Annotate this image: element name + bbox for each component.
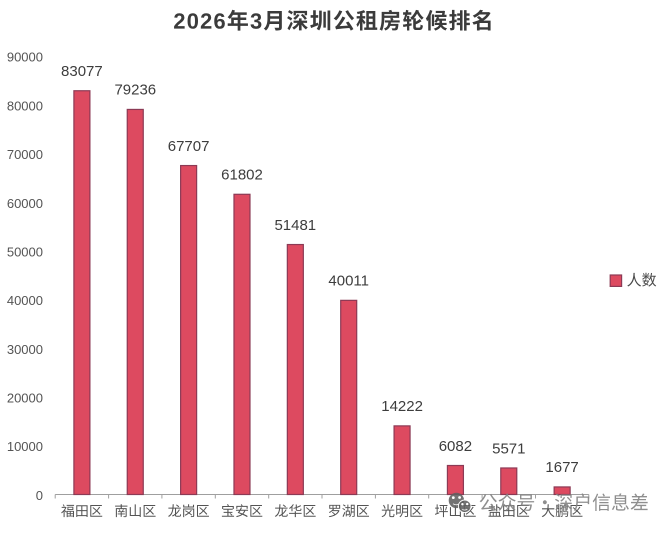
svg-text:5571: 5571 bbox=[492, 440, 525, 457]
svg-text:79236: 79236 bbox=[114, 82, 156, 99]
svg-text:30000: 30000 bbox=[7, 342, 43, 357]
svg-text:61802: 61802 bbox=[221, 167, 263, 184]
svg-text:50000: 50000 bbox=[7, 244, 43, 259]
svg-text:0: 0 bbox=[36, 488, 43, 503]
svg-text:80000: 80000 bbox=[7, 98, 43, 113]
svg-text:20000: 20000 bbox=[7, 391, 43, 406]
svg-text:60000: 60000 bbox=[7, 196, 43, 211]
svg-text:10000: 10000 bbox=[7, 439, 43, 454]
svg-text:51481: 51481 bbox=[274, 217, 316, 234]
svg-text:70000: 70000 bbox=[7, 147, 43, 162]
svg-text:1677: 1677 bbox=[545, 459, 578, 476]
svg-text:67707: 67707 bbox=[168, 138, 210, 155]
svg-text:40011: 40011 bbox=[328, 273, 369, 290]
svg-text:83077: 83077 bbox=[61, 63, 103, 80]
svg-text:14222: 14222 bbox=[381, 398, 423, 415]
svg-text:90000: 90000 bbox=[7, 50, 43, 65]
svg-text:6082: 6082 bbox=[439, 438, 472, 455]
svg-text:40000: 40000 bbox=[7, 293, 43, 308]
